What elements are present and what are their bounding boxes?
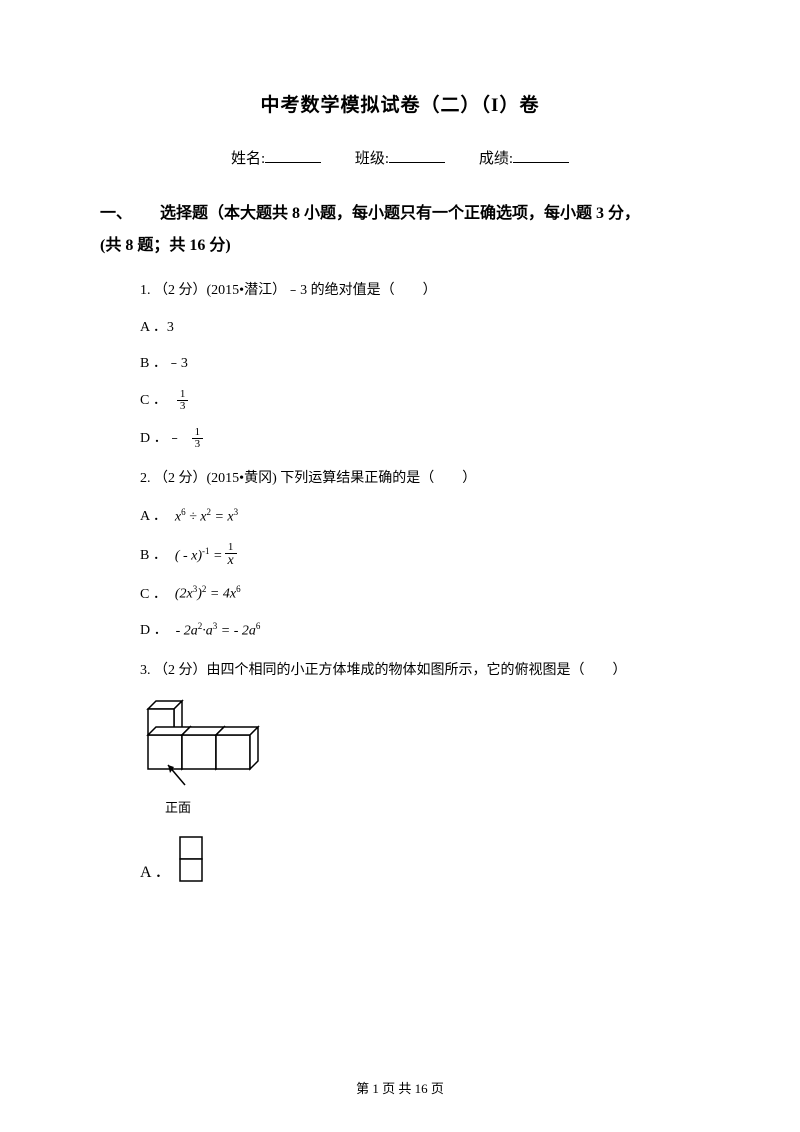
score-blank	[513, 162, 569, 163]
section-heading: 一、选择题（本大题共 8 小题，每小题只有一个正确选项，每小题 3 分， (共 …	[100, 198, 700, 262]
q1-option-b: B ．﹣3	[140, 353, 700, 374]
q2-a-label: A ．	[140, 506, 167, 527]
q1-d-label: D ．﹣	[140, 428, 182, 449]
name-blank	[265, 162, 321, 163]
class-blank	[389, 162, 445, 163]
q2-d-label: D ．	[140, 620, 168, 641]
math-expr-a: x6 ÷ x2 = x3	[175, 506, 238, 528]
math-expr-c: (2x3)2 = 4x6	[175, 583, 241, 605]
score-label: 成绩:	[479, 151, 513, 167]
q1-option-d: D ．﹣ 13	[140, 427, 700, 450]
section-text2: (共 8 题；共 16 分)	[100, 237, 231, 254]
class-label: 班级:	[355, 151, 389, 167]
q2-option-d: D ． - 2a2·a3 = - 2a6	[140, 620, 700, 642]
q2-b-label: B ．	[140, 545, 167, 566]
page-footer: 第 1 页 共 16 页	[0, 1078, 800, 1097]
name-label: 姓名:	[231, 151, 265, 167]
fraction-1-3: 13	[177, 389, 189, 412]
q2-option-b: B ． ( - x)-1 = 1x	[140, 542, 700, 568]
exam-title: 中考数学模拟试卷（二）（I）卷	[100, 90, 700, 117]
q2-c-label: C ．	[140, 584, 167, 605]
student-info: 姓名: 班级: 成绩:	[100, 147, 700, 168]
q2-option-c: C ． (2x3)2 = 4x6	[140, 583, 700, 605]
fraction-neg-1-3: 13	[192, 427, 204, 450]
math-expr-b: ( - x)-1 =	[175, 545, 223, 567]
q1-option-a: A ．3	[140, 317, 700, 338]
q1-c-label: C ．	[140, 390, 167, 411]
front-label: 正面	[165, 797, 700, 816]
question-3: 3. （2 分）由四个相同的小正方体堆成的物体如图所示，它的俯视图是（ ）	[140, 660, 700, 682]
math-expr-d: - 2a2·a3 = - 2a6	[176, 620, 261, 642]
question-2: 2. （2 分）(2015•黄冈) 下列运算结果正确的是（ ）	[140, 468, 700, 490]
cube-figure	[140, 697, 700, 792]
top-view-icon	[179, 836, 205, 884]
section-text: 选择题（本大题共 8 小题，每小题只有一个正确选项，每小题 3 分，	[160, 205, 640, 222]
q1-option-c: C ． 13	[140, 389, 700, 412]
section-number: 一、	[100, 198, 160, 230]
fraction-1-x: 1x	[225, 542, 237, 568]
q3-a-label: A ．	[140, 858, 171, 882]
question-1: 1. （2 分）(2015•潜江）﹣3 的绝对值是（ ）	[140, 280, 700, 302]
q3-option-a: A ．	[140, 836, 700, 884]
q2-option-a: A ． x6 ÷ x2 = x3	[140, 506, 700, 528]
